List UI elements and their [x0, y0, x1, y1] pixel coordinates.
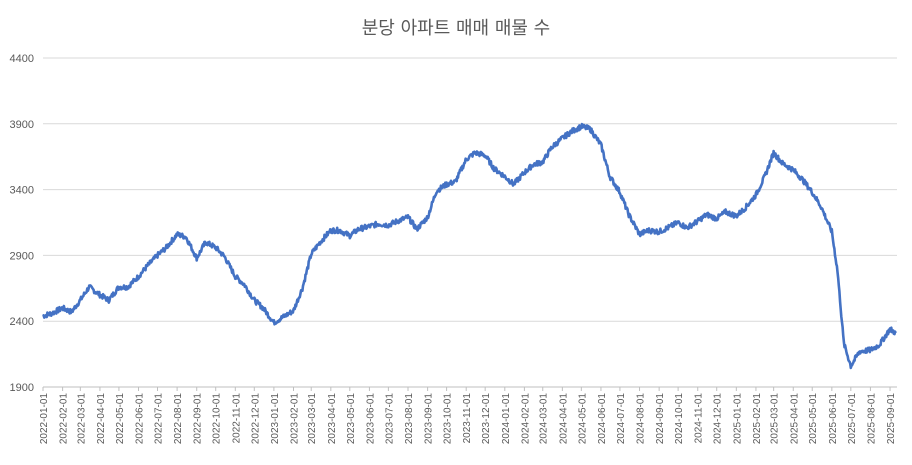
x-tick-label: 2025-08-01	[866, 393, 877, 445]
y-tick-label: 1900	[10, 382, 34, 394]
x-tick-label: 2022-02-01	[59, 393, 70, 445]
chart-title: 분당 아파트 매매 매물 수	[362, 18, 551, 39]
x-tick-label: 2024-07-01	[616, 393, 627, 445]
x-tick-label: 2024-04-01	[558, 393, 569, 445]
y-tick-label: 4400	[10, 53, 34, 65]
x-tick-label: 2022-01-01	[39, 393, 50, 445]
x-tick-label: 2023-01-01	[270, 393, 281, 445]
x-tick-label: 2024-03-01	[539, 393, 550, 445]
x-tick-label: 2022-03-01	[76, 393, 87, 445]
x-tick-label: 2025-05-01	[808, 393, 819, 445]
x-tick-label: 2023-02-01	[290, 393, 301, 445]
x-tick-label: 2022-10-01	[212, 393, 223, 445]
x-tick-label: 2024-06-01	[597, 393, 608, 445]
x-tick-label: 2023-03-01	[307, 393, 318, 445]
x-tick-label: 2022-05-01	[115, 393, 126, 445]
x-tick-label: 2023-10-01	[443, 393, 454, 445]
series-layer	[42, 122, 897, 370]
x-tick-label: 2023-06-01	[365, 393, 376, 445]
x-tick-label: 2024-02-01	[520, 393, 531, 445]
x-tick-label: 2022-06-01	[135, 393, 146, 445]
x-tick-label: 2025-02-01	[752, 393, 763, 445]
x-tick-label: 2025-07-01	[847, 393, 858, 445]
x-tick-label: 2023-12-01	[481, 393, 492, 445]
x-tick-label: 2024-12-01	[713, 393, 724, 445]
x-tick-label: 2022-12-01	[250, 393, 261, 445]
x-tick-label: 2022-11-01	[231, 393, 242, 444]
x-tick-label: 2024-09-01	[655, 393, 666, 445]
x-tick-label: 2022-09-01	[193, 393, 204, 445]
y-axis-ticks: 1900 2400 2900 3400 3900 4400	[10, 53, 34, 394]
x-tick-label: 2024-05-01	[577, 393, 588, 445]
x-tick-label: 2024-10-01	[674, 393, 685, 445]
x-tick-label: 2024-01-01	[501, 393, 512, 445]
x-tick-label: 2022-04-01	[96, 393, 107, 445]
y-tick-label: 3400	[10, 185, 34, 197]
x-tick-label: 2023-09-01	[424, 393, 435, 445]
gridlines	[43, 57, 897, 388]
y-tick-label: 2400	[10, 316, 34, 328]
x-tick-label: 2023-08-01	[404, 393, 415, 445]
y-tick-label: 2900	[10, 250, 34, 262]
x-tick-label: 2025-03-01	[770, 393, 781, 445]
x-tick-label: 2022-07-01	[153, 393, 164, 445]
x-tick-label: 2022-08-01	[173, 393, 184, 445]
x-tick-label: 2023-04-01	[327, 393, 338, 445]
x-tick-label: 2024-11-01	[694, 393, 705, 444]
x-tick-label: 2025-01-01	[732, 393, 743, 445]
x-tick-label: 2025-06-01	[828, 393, 839, 445]
x-tick-label: 2025-09-01	[886, 393, 897, 445]
x-tick-label: 2025-04-01	[789, 393, 800, 445]
x-tick-label: 2023-11-01	[462, 393, 473, 444]
x-axis-ticks: 2022-01-01 2022-02-01 2022-03-01 2022-04-01…	[39, 387, 897, 444]
x-tick-label: 2024-08-01	[636, 393, 647, 445]
x-tick-label: 2023-07-01	[384, 393, 395, 445]
y-tick-label: 3900	[10, 119, 34, 131]
series-line	[42, 122, 897, 370]
x-tick-label: 2023-05-01	[346, 393, 357, 445]
